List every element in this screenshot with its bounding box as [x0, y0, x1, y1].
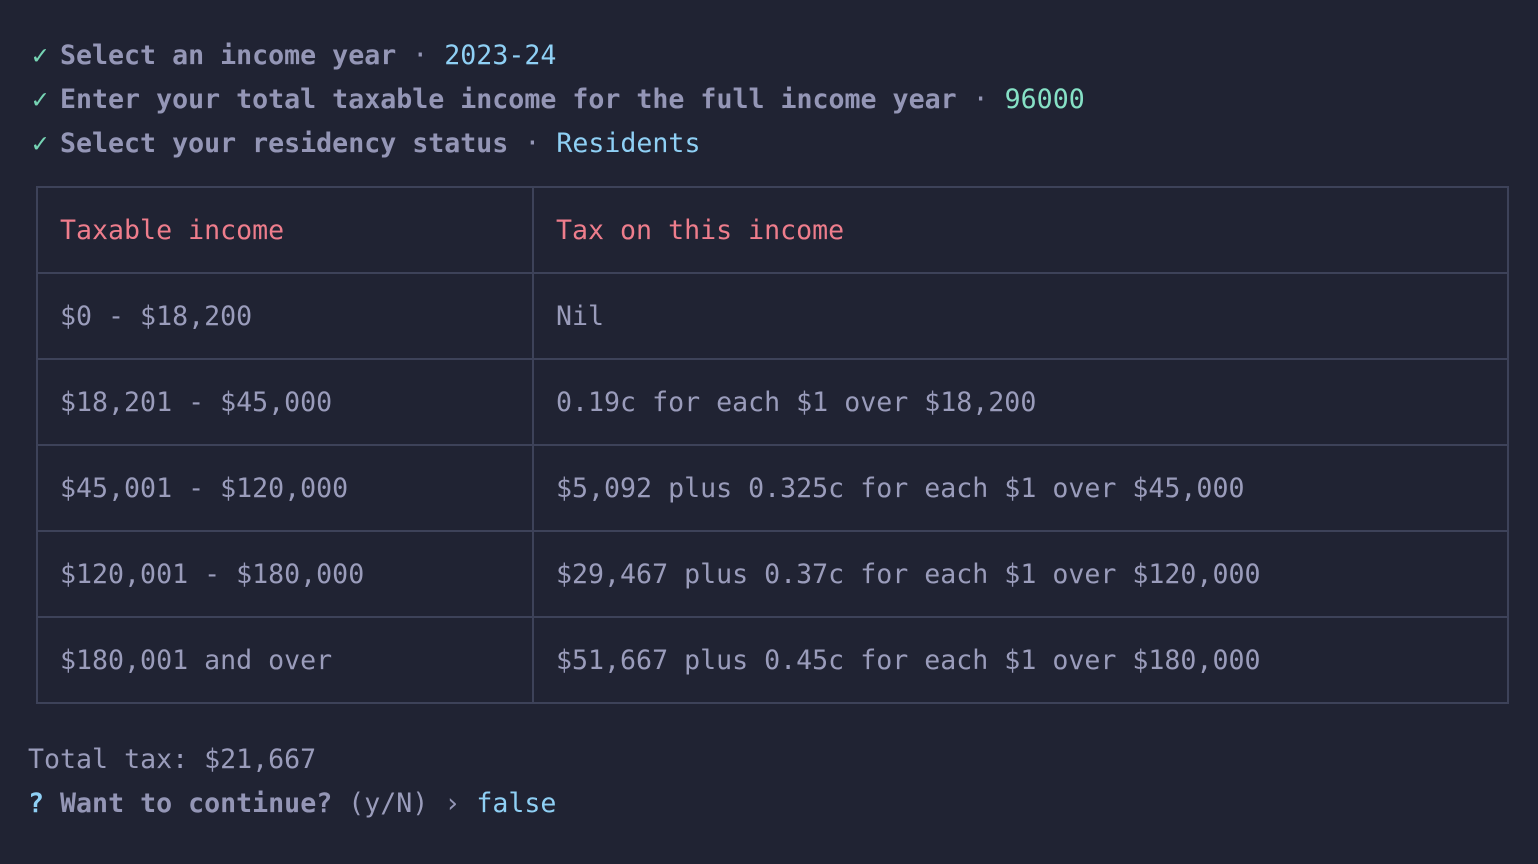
cell-tax: $51,667 plus 0.45c for each $1 over $180…: [532, 616, 1509, 704]
table-row: $180,001 and over $51,667 plus 0.45c for …: [36, 616, 1509, 704]
cell-tax: 0.19c for each $1 over $18,200: [532, 358, 1509, 446]
continue-answer[interactable]: false: [476, 788, 557, 819]
header-tax-on-income: Tax on this income: [532, 186, 1509, 274]
cell-income: $45,001 - $120,000: [36, 444, 534, 532]
cell-income: $180,001 and over: [36, 616, 534, 704]
cell-income: $120,001 - $180,000: [36, 530, 534, 618]
table-row: $45,001 - $120,000 $5,092 plus 0.325c for…: [36, 444, 1509, 532]
check-icon: ✓: [32, 40, 49, 71]
continue-prompt[interactable]: ? Want to continue? (y/N) › false: [28, 788, 557, 819]
check-icon: ✓: [32, 128, 49, 159]
prompt-taxable-income: ✓ Enter your total taxable income for the…: [32, 78, 1085, 122]
cell-tax: $5,092 plus 0.325c for each $1 over $45,…: [532, 444, 1509, 532]
total-tax: Total tax: $21,667: [28, 744, 317, 775]
prompt-income-year: ✓ Select an income year · 2023-24: [32, 34, 556, 78]
question-mark-icon: ?: [28, 788, 45, 819]
table-row: $0 - $18,200 Nil: [36, 272, 1509, 360]
table-row: $18,201 - $45,000 0.19c for each $1 over …: [36, 358, 1509, 446]
cell-income: $18,201 - $45,000: [36, 358, 534, 446]
header-taxable-income: Taxable income: [36, 186, 534, 274]
table-row: $120,001 - $180,000 $29,467 plus 0.37c fo…: [36, 530, 1509, 618]
cell-tax: Nil: [532, 272, 1509, 360]
table-header: Taxable income Tax on this income: [36, 186, 1509, 274]
tax-rates-table: Taxable income Tax on this income $0 - $…: [36, 186, 1509, 704]
cell-income: $0 - $18,200: [36, 272, 534, 360]
check-icon: ✓: [32, 84, 49, 115]
cell-tax: $29,467 plus 0.37c for each $1 over $120…: [532, 530, 1509, 618]
chevron-right-icon: ›: [444, 788, 461, 819]
prompt-residency: ✓ Select your residency status · Resident…: [32, 122, 700, 166]
